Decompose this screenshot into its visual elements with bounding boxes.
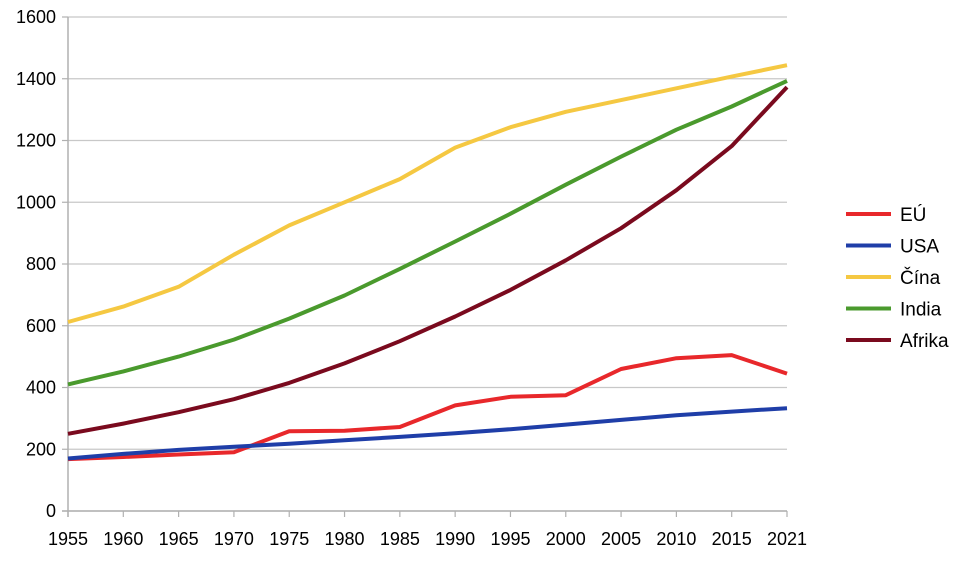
y-tick-label: 400 bbox=[26, 378, 56, 398]
x-tick-label: 1980 bbox=[325, 529, 365, 549]
x-tick-label: 2010 bbox=[656, 529, 696, 549]
x-tick-label: 1975 bbox=[269, 529, 309, 549]
series-line-eú bbox=[67, 353, 788, 462]
legend-label: USA bbox=[900, 237, 939, 258]
y-tick-label: 0 bbox=[46, 501, 56, 521]
series-line-usa bbox=[67, 406, 788, 461]
y-tick-label: 1600 bbox=[16, 7, 56, 27]
x-tick-label: 2005 bbox=[601, 529, 641, 549]
y-tick-label: 800 bbox=[26, 254, 56, 274]
series-line-čína bbox=[67, 63, 788, 324]
y-tick-label: 1000 bbox=[16, 192, 56, 212]
legend: EÚ USA Čína India Afrika bbox=[846, 204, 949, 352]
series-line-india bbox=[67, 79, 788, 387]
x-tick-label: 1965 bbox=[159, 529, 199, 549]
x-tick-label: 1955 bbox=[48, 529, 88, 549]
series-line-afrika bbox=[67, 85, 789, 436]
x-tick-label: 1995 bbox=[490, 529, 530, 549]
x-tick-labels: 1955 1960 1965 1970 1975 1980 1985 1990 1995 2000… bbox=[48, 529, 807, 549]
y-tick-labels: 0 200 400 600 800 1000 1200 1400 1600 bbox=[16, 7, 56, 521]
legend-label: EÚ bbox=[900, 204, 926, 226]
axes bbox=[62, 17, 787, 517]
y-tick-label: 1400 bbox=[16, 69, 56, 89]
legend-label: India bbox=[900, 300, 942, 321]
y-tick-label: 1200 bbox=[16, 131, 56, 151]
y-tick-label: 600 bbox=[26, 316, 56, 336]
y-tick-label: 200 bbox=[26, 439, 56, 459]
legend-label: Čína bbox=[900, 267, 941, 289]
x-tick-label: 2000 bbox=[546, 529, 586, 549]
x-tick-label: 1990 bbox=[435, 529, 475, 549]
legend-label: Afrika bbox=[900, 331, 949, 352]
x-tick-label: 2015 bbox=[712, 529, 752, 549]
series-lines bbox=[67, 63, 789, 462]
grid-lines bbox=[62, 16, 788, 517]
x-tick-label: 1970 bbox=[214, 529, 254, 549]
x-tick-label: 2021 bbox=[767, 529, 807, 549]
x-tick-label: 1985 bbox=[380, 529, 420, 549]
x-tick-label: 1960 bbox=[103, 529, 143, 549]
